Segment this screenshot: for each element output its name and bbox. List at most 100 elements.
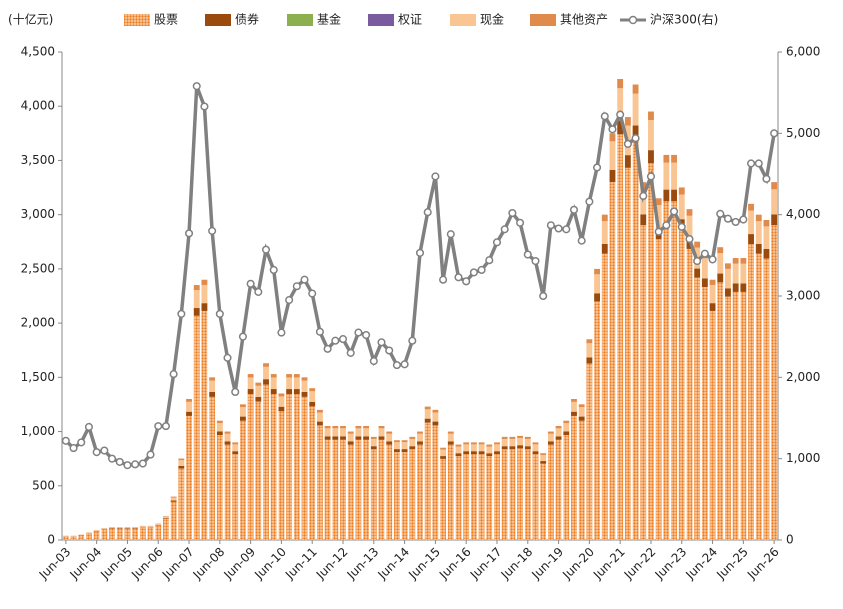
bar-segment	[663, 155, 669, 163]
bar-segment	[425, 423, 431, 540]
bar-segment	[340, 428, 346, 436]
bar-segment	[371, 439, 377, 446]
bar-segment	[202, 311, 208, 540]
bar-segment	[271, 377, 277, 389]
legend-label: 基金	[317, 12, 341, 27]
x-tick-label: Jun-14	[374, 545, 412, 583]
line-marker	[286, 297, 293, 304]
bar-segment	[263, 367, 269, 379]
bar-segment	[494, 442, 500, 444]
bar-segment	[394, 452, 400, 540]
line-marker	[224, 355, 231, 362]
bar-segment	[679, 194, 685, 219]
bar-segment	[394, 442, 400, 449]
bar-segment	[409, 446, 415, 449]
bar-segment	[263, 363, 269, 367]
line-marker	[232, 389, 239, 396]
line-marker	[186, 230, 193, 237]
line-marker	[671, 208, 678, 215]
bar-segment	[432, 412, 438, 421]
y2-tick-label: 4,000	[786, 207, 820, 221]
bar-segment	[379, 426, 385, 428]
bar-segment	[294, 374, 300, 377]
bar-segment	[571, 412, 577, 416]
x-tick-label: Jun-05	[97, 545, 135, 583]
bar-segment	[586, 343, 592, 357]
bar-segment	[517, 448, 523, 540]
bar-segment	[209, 377, 215, 380]
bar-segment	[163, 519, 169, 540]
line-marker	[709, 256, 716, 263]
bar-segment	[579, 404, 585, 407]
bar-segment	[656, 198, 662, 205]
x-tick-label: Jun-18	[498, 545, 536, 583]
bar-segment	[340, 436, 346, 439]
bar-segment	[417, 441, 423, 444]
bar-segment	[710, 280, 716, 285]
bar-segment	[225, 445, 231, 540]
x-tick-label: Jun-17	[467, 545, 505, 583]
bar-segment	[471, 444, 477, 451]
bar-segment	[194, 308, 200, 316]
bar-segment	[556, 426, 562, 428]
bar-segment	[194, 285, 200, 290]
line-marker	[155, 423, 162, 430]
bar-segment	[278, 411, 284, 540]
line-marker	[586, 198, 593, 205]
bar-segment	[186, 416, 192, 540]
x-tick-label: Jun-09	[220, 545, 258, 583]
bar-segment	[402, 442, 408, 449]
bar-segment	[140, 528, 146, 540]
x-tick-label: Jun-15	[405, 545, 443, 583]
bar-segment	[355, 440, 361, 540]
bar-segment	[517, 445, 523, 448]
legend-label: 权证	[398, 13, 422, 27]
y-tick-label: 3,000	[21, 207, 55, 221]
bar-segment	[86, 533, 92, 534]
bar-segment	[694, 269, 700, 278]
bar-segment	[764, 220, 770, 226]
y2-tick-label: 3,000	[786, 289, 820, 303]
y-tick-label: 0	[47, 533, 55, 547]
line-marker	[486, 257, 493, 264]
bar-segment	[186, 399, 192, 402]
bar-segment	[509, 446, 515, 449]
bar-segment	[702, 278, 708, 287]
bar-segment	[309, 388, 315, 391]
bar-segment	[94, 530, 100, 531]
bar-segment	[286, 394, 292, 540]
bar-segment	[348, 441, 354, 444]
bar-segment	[332, 436, 338, 439]
bar-segment	[255, 383, 261, 386]
bar-segment	[663, 201, 669, 540]
line-marker	[732, 219, 739, 226]
bar-segment	[178, 466, 184, 468]
bar-segment	[748, 244, 754, 540]
bar-segment	[633, 85, 639, 94]
bar-segment	[240, 407, 246, 417]
line-marker	[417, 250, 424, 257]
bar-segment	[764, 249, 770, 259]
line-marker	[702, 250, 709, 257]
y-tick-label: 4,500	[21, 45, 55, 59]
bar-segment	[517, 436, 523, 438]
bar-segment	[286, 374, 292, 377]
bar-segment	[586, 339, 592, 343]
bar-segment	[764, 226, 770, 248]
bar-segment	[148, 528, 154, 540]
bar-segment	[248, 394, 254, 540]
legend-marker	[630, 17, 637, 24]
bar-segment	[217, 423, 223, 431]
bar-segment	[702, 287, 708, 540]
bar-segment	[178, 468, 184, 540]
line-marker	[70, 445, 77, 452]
bar-segment	[571, 402, 577, 412]
bar-segment	[71, 536, 77, 540]
line-marker	[440, 276, 447, 283]
bar-segment	[101, 528, 107, 529]
y2-tick-label: 0	[786, 533, 794, 547]
bar-segment	[78, 535, 84, 540]
bar-segment	[479, 444, 485, 451]
bar-segment	[594, 274, 600, 293]
bar-segment	[440, 459, 446, 540]
